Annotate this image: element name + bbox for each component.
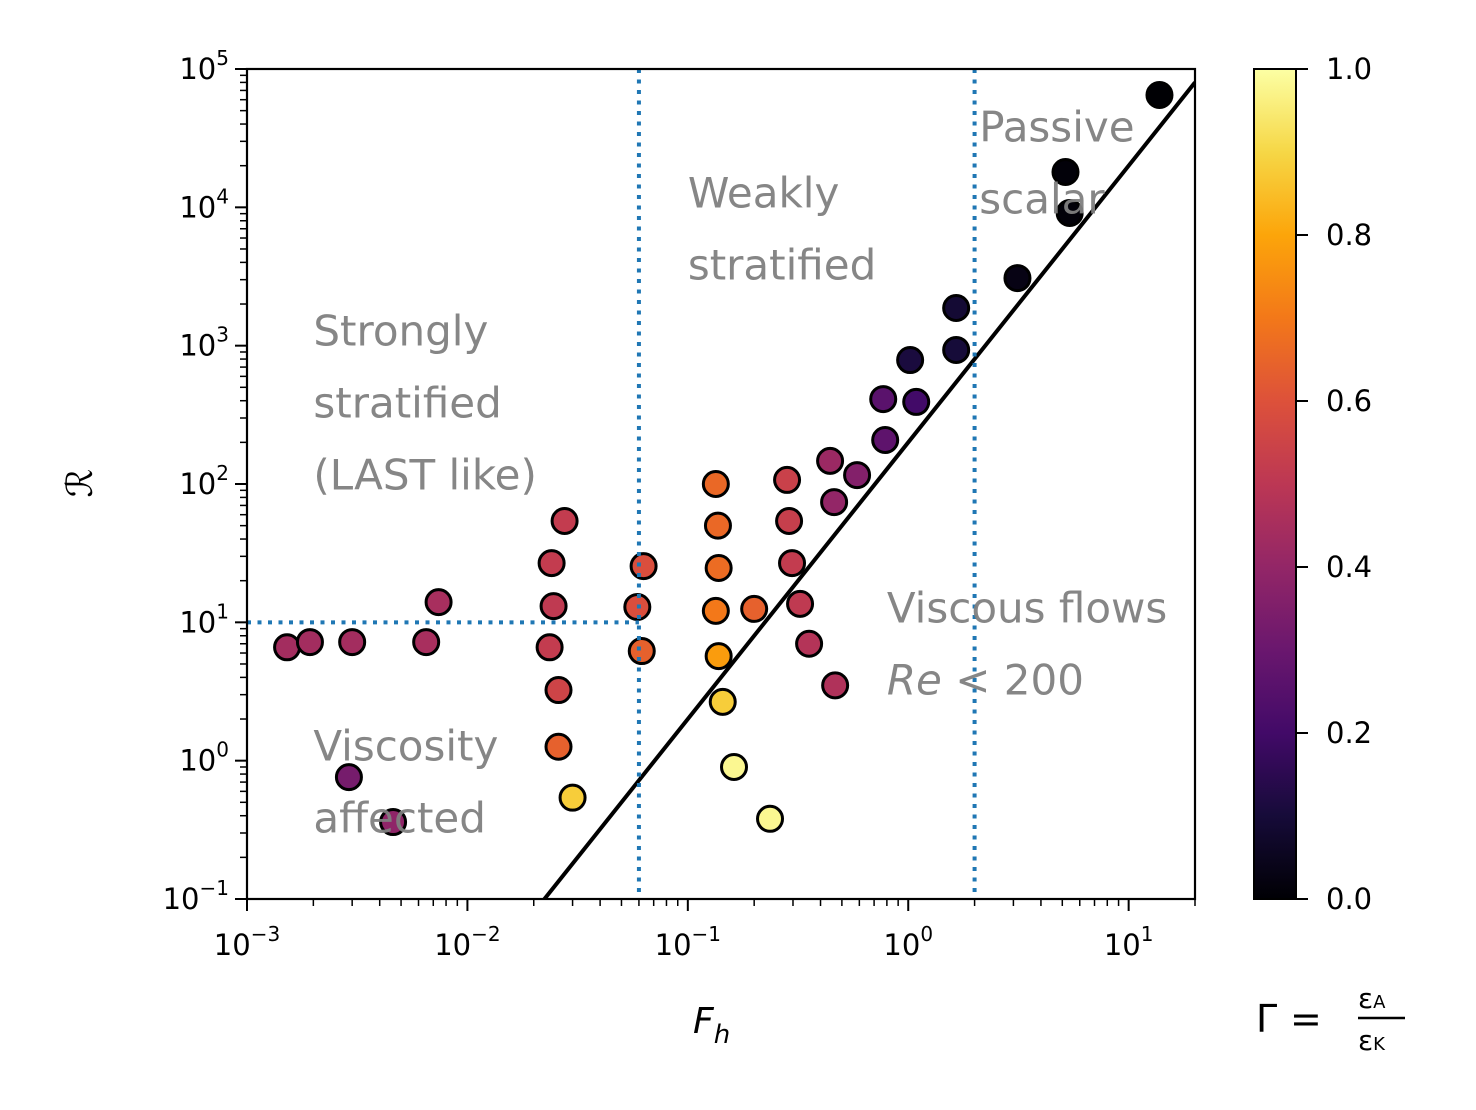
colorbar-tick-label: 0.2: [1326, 716, 1372, 750]
x-axis: 10−3 10−2 10−1 100 101: [214, 899, 1196, 962]
data-point: [775, 507, 804, 536]
data-point: [537, 549, 566, 578]
region-annotation: Passive scalar: [979, 102, 1134, 223]
data-point: [558, 783, 587, 812]
data-point: [1051, 158, 1080, 187]
data-point: [424, 588, 453, 617]
data-point: [412, 628, 441, 657]
colorbar-tick-label: 0.4: [1326, 550, 1372, 584]
x-tick-label: 101: [1104, 922, 1154, 962]
data-point: [550, 507, 579, 536]
x-tick-label: 10−2: [434, 922, 500, 962]
data-point: [720, 752, 749, 781]
colorbar-tick-label: 1.0: [1326, 52, 1372, 86]
data-point: [821, 671, 850, 700]
data-point: [535, 633, 564, 662]
data-point: [539, 592, 568, 621]
re-200-line: [541, 81, 1195, 899]
data-point: [843, 461, 872, 490]
data-point: [942, 335, 971, 364]
data-point: [704, 642, 733, 671]
colorbar: 0.0 0.2 0.4 0.6 0.8 1.0 Γ = εA εK: [1253, 52, 1405, 1057]
data-point: [871, 426, 900, 455]
region-annotation: Viscous flows Re < 200: [887, 583, 1167, 704]
data-point: [816, 446, 845, 475]
y-axis-label: ℛ: [60, 469, 101, 498]
y-tick-label: 10−1: [163, 876, 229, 916]
y-tick-label: 101: [179, 599, 229, 639]
x-axis-label: Fh: [693, 1001, 730, 1050]
data-point: [820, 488, 849, 517]
data-point: [334, 763, 363, 792]
y-axis: 10−1 100 101 102 103 104 105: [163, 46, 247, 916]
colorbar-tick-label: 0.6: [1326, 384, 1372, 418]
data-point: [338, 628, 367, 657]
region-annotation: Weakly stratified: [688, 168, 876, 289]
data-point: [942, 294, 971, 323]
data-point: [795, 629, 824, 658]
y-tick-label: 104: [179, 184, 229, 224]
data-point: [869, 385, 898, 414]
data-point: [1055, 198, 1084, 227]
data-point: [544, 676, 573, 705]
data-point: [627, 637, 656, 666]
data-point: [778, 549, 807, 578]
data-point: [701, 470, 730, 498]
data-point: [544, 732, 573, 761]
colorbar-tick-label: 0.0: [1326, 882, 1372, 916]
data-point: [295, 628, 324, 657]
colorbar-gradient: [1253, 68, 1297, 900]
data-point: [740, 594, 769, 623]
region-annotation: Strongly stratified (LAST like): [313, 307, 537, 500]
svg-text:εK: εK: [1358, 1024, 1386, 1057]
svg-text:=: =: [1290, 997, 1322, 1041]
data-point: [708, 687, 737, 716]
x-tick-label: 10−1: [655, 922, 721, 962]
colorbar-tick-label: 0.8: [1326, 218, 1372, 252]
data-point: [1145, 80, 1174, 109]
region-annotation: Viscosity affected: [313, 722, 498, 843]
y-tick-label: 105: [179, 46, 229, 86]
data-point: [1003, 264, 1032, 293]
data-point: [701, 596, 730, 625]
plot-area: Strongly stratified (LAST like) Weakly strat…: [245, 67, 1197, 901]
data-point: [273, 633, 302, 662]
data-point: [786, 589, 815, 618]
data-point: [703, 511, 732, 540]
y-tick-label: 102: [179, 461, 229, 501]
svg-text:Γ: Γ: [1256, 997, 1277, 1041]
colorbar-label: Γ = εA εK: [1256, 982, 1405, 1057]
x-tick-label: 10−3: [214, 922, 280, 962]
data-point: [896, 346, 925, 375]
data-point: [773, 465, 802, 494]
x-tick-label: 100: [883, 922, 933, 962]
data-point: [379, 808, 408, 837]
data-point: [629, 552, 658, 581]
data-point: [756, 804, 785, 833]
y-tick-label: 100: [179, 738, 229, 778]
data-point: [704, 554, 733, 583]
svg-text:εA: εA: [1358, 982, 1386, 1015]
data-point: [902, 387, 931, 416]
y-tick-label: 103: [179, 323, 229, 363]
